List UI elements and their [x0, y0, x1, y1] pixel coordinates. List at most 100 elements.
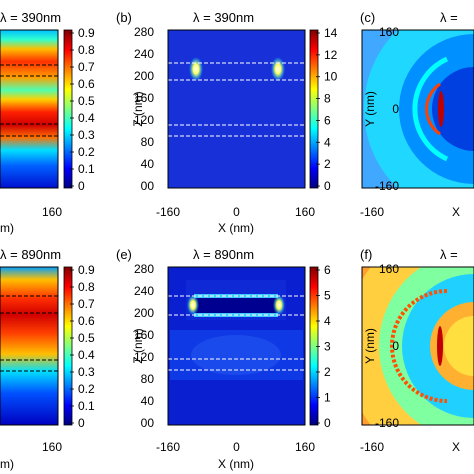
colorbar-tick-label: 0 — [78, 179, 85, 193]
xlabel-a: m) — [0, 221, 14, 235]
y-tick-label: 160 — [134, 328, 154, 342]
colorbar-tick-label: 0.8 — [78, 280, 95, 294]
panel-c: (c) λ = 160 0 -160 Y (nm) -160 X — [360, 10, 474, 219]
title-b: λ = 390nm — [193, 10, 254, 25]
y-tick-label: 280 — [134, 25, 154, 39]
x-axis-ticks-b: -160 0 160 — [156, 205, 315, 219]
y-tick-label: 120 — [134, 350, 154, 364]
colorbar-tick-label: 0.5 — [78, 94, 95, 108]
colorbar-tick-label: 0.9 — [78, 26, 95, 40]
colorbar-tick-label: 0.5 — [78, 331, 95, 345]
colorbar-tick-label: 0.2 — [78, 382, 95, 396]
colorbar-tick-label: 0.4 — [78, 348, 95, 362]
title-a: λ = 390nm — [0, 10, 61, 25]
panel-a: λ = 390nm 0.9 0.8 0.7 0.6 0.5 0.4 0.3 0.2 0.1 0 m… — [0, 10, 95, 235]
colorbar-tick-label: 0.1 — [78, 162, 95, 176]
colorbar-e: 6 5 4 3 2 1 0 — [309, 263, 331, 430]
y-tick-label: -160 — [375, 179, 399, 193]
xlabel-b: X (nm) — [218, 221, 254, 235]
heatmap-d — [0, 267, 58, 425]
y-tick-label: 160 — [379, 262, 399, 276]
y-tick-label: 280 — [134, 262, 154, 276]
xtick-d: 160 — [42, 440, 62, 454]
x-tick-label: -160 — [360, 440, 384, 454]
x-tick-label: -160 — [156, 440, 180, 454]
colorbar-b: 14 12 10 8 6 4 2 0 — [309, 26, 338, 193]
y-tick-label: 00 — [141, 416, 155, 430]
x-tick-label: 160 — [295, 205, 315, 219]
y-tick-label: 200 — [134, 69, 154, 83]
panel-label-b: (b) — [116, 10, 132, 25]
x-tick-label: 160 — [295, 440, 315, 454]
y-tick-label: 200 — [134, 306, 154, 320]
colorbar-tick-label: 6 — [324, 263, 331, 277]
y-tick-label: 80 — [141, 372, 155, 386]
colorbar-tick-label: 2 — [324, 157, 331, 171]
y-tick-label: 240 — [134, 47, 154, 61]
y-tick-label: 120 — [134, 113, 154, 127]
y-tick-label: 160 — [379, 25, 399, 39]
colorbar-tick-label: 14 — [324, 26, 338, 40]
colorbar-tick-label: 5 — [324, 289, 331, 303]
y-tick-label: 0 — [392, 339, 399, 353]
colorbar-tick-label: 8 — [324, 92, 331, 106]
heatmap-b — [168, 30, 305, 188]
heatmap-a — [0, 30, 58, 188]
colorbar-tick-label: 10 — [324, 70, 338, 84]
xlabel-e: X (nm) — [218, 457, 254, 471]
x-axis-ticks-c: -160 X — [360, 205, 460, 219]
z-axis-ticks-e: 280 240 200 160 120 80 40 00 — [134, 262, 154, 430]
y-tick-label: 0 — [392, 102, 399, 116]
ylabel-b: Z (nm) — [131, 91, 145, 126]
colorbar-tick-label: 0 — [324, 179, 331, 193]
colorbar-tick-label: 0.3 — [78, 128, 95, 142]
xlabel-d: m) — [0, 457, 14, 471]
x-tick-label: X — [452, 440, 460, 454]
colorbar-tick-label: 2 — [324, 365, 331, 379]
colorbar-tick-label: 0.7 — [78, 60, 95, 74]
colorbar-a: 0.9 0.8 0.7 0.6 0.5 0.4 0.3 0.2 0.1 0 — [63, 26, 95, 193]
colorbar-tick-label: 0 — [78, 416, 85, 430]
title-d: λ = 890nm — [0, 247, 61, 262]
y-tick-label: 40 — [141, 394, 155, 408]
colorbar-d: 0.9 0.8 0.7 0.6 0.5 0.4 0.3 0.2 0.1 0 — [63, 263, 95, 430]
y-tick-label: -160 — [375, 416, 399, 430]
panel-d: λ = 890nm 0.9 0.8 0.7 0.6 0.5 0.4 0.3 0.2 0.1 0 m… — [0, 247, 95, 471]
z-axis-ticks-b: 280 240 200 160 120 80 40 00 — [134, 25, 154, 193]
xtick-a: 160 — [42, 205, 62, 219]
colorbar-tick-label: 0.7 — [78, 297, 95, 311]
title-c: λ = — [440, 10, 458, 25]
ylabel-e: Z (nm) — [131, 328, 145, 363]
x-tick-label: 0 — [233, 440, 240, 454]
x-tick-label: X — [452, 205, 460, 219]
colorbar-tick-label: 12 — [324, 48, 338, 62]
colorbar-tick-label: 0.6 — [78, 77, 95, 91]
x-tick-label: -160 — [156, 205, 180, 219]
panel-label-f: (f) — [360, 247, 372, 262]
colorbar-tick-label: 6 — [324, 113, 331, 127]
ylabel-f: Y (nm) — [363, 328, 377, 364]
colorbar-tick-label: 4 — [324, 135, 331, 149]
colorbar-tick-label: 0.4 — [78, 111, 95, 125]
colorbar-tick-label: 3 — [324, 340, 331, 354]
y-tick-label: 40 — [141, 157, 155, 171]
y-tick-label: 240 — [134, 284, 154, 298]
ylabel-c: Y (nm) — [363, 91, 377, 127]
colorbar-tick-label: 4 — [324, 314, 331, 328]
panel-f: (f) λ = 160 0 -160 Y (nm) -160 X — [360, 247, 474, 454]
colorbar-tick-label: 1 — [324, 391, 331, 405]
title-e: λ = 890nm — [193, 247, 254, 262]
colorbar-tick-label: 0.9 — [78, 263, 95, 277]
x-axis-ticks-f: -160 X — [360, 440, 460, 454]
x-tick-label: -160 — [360, 205, 384, 219]
colorbar-tick-label: 0.1 — [78, 399, 95, 413]
title-f: λ = — [440, 247, 458, 262]
panel-label-e: (e) — [116, 247, 132, 262]
colorbar-tick-label: 0.3 — [78, 365, 95, 379]
y-tick-label: 00 — [141, 179, 155, 193]
y-axis-ticks-c: 160 0 -160 — [375, 25, 399, 193]
colorbar-tick-label: 0.6 — [78, 314, 95, 328]
